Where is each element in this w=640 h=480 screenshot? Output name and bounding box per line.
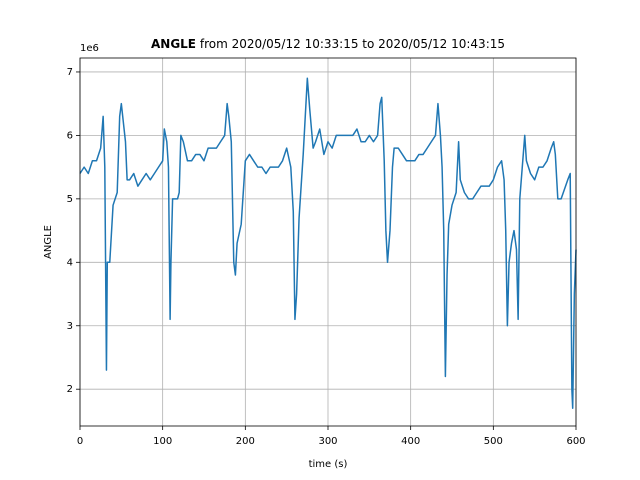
y-tick-label: 6	[67, 130, 73, 141]
y-tick-label: 3	[67, 321, 73, 332]
x-tick-label: 100	[153, 436, 172, 447]
plot-frame	[79, 57, 577, 427]
x-tick-label: 600	[566, 436, 585, 447]
title-bold: ANGLE	[151, 37, 196, 51]
title-rest: from 2020/05/12 10:33:15 to 2020/05/12 1…	[200, 37, 505, 51]
x-tick-label: 200	[236, 436, 255, 447]
y-tick-label: 5	[67, 194, 73, 205]
y-tick-label: 2	[67, 384, 73, 395]
x-axis-label: time (s)	[309, 459, 348, 470]
y-tick-label: 4	[67, 257, 73, 268]
data-line	[79, 77, 577, 409]
offset-text: 1e6	[80, 43, 99, 54]
chart-title: ANGLE from 2020/05/12 10:33:15 to 2020/0…	[151, 37, 505, 51]
y-tick-label: 7	[67, 67, 73, 78]
x-tick-label: 300	[318, 436, 337, 447]
y-axis-label: ANGLE	[43, 225, 54, 259]
x-tick-label: 500	[484, 436, 503, 447]
x-tick-label: 0	[77, 436, 83, 447]
x-tick-label: 400	[401, 436, 420, 447]
